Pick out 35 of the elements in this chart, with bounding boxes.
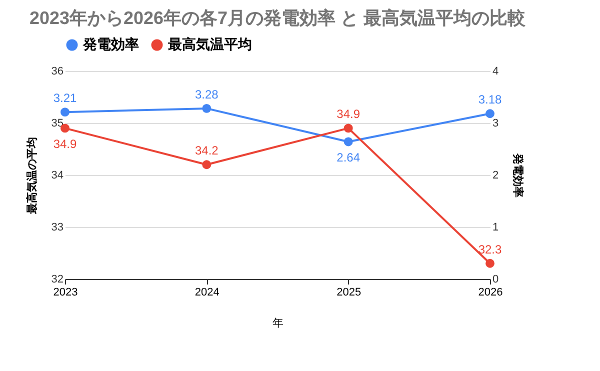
legend-label: 発電効率 [82, 36, 139, 52]
x-tick-label: 2025 [336, 286, 362, 298]
point [344, 124, 353, 133]
point [486, 109, 494, 118]
y2-tick-label: 3 [492, 118, 499, 130]
point [202, 104, 212, 113]
point [202, 160, 212, 170]
data-label: 3.28 [194, 87, 219, 102]
x-tick-label: 2024 [194, 286, 220, 298]
data-label: 3.21 [53, 91, 77, 106]
point [60, 108, 70, 117]
point [486, 258, 494, 268]
y-tick-label: 35 [51, 118, 64, 130]
y-tick-label: 34 [51, 170, 64, 182]
x-tick-label: 2023 [53, 286, 78, 298]
y-axis-title: 最高気温の平均 [25, 137, 38, 215]
point [344, 137, 353, 146]
data-label: 3.18 [478, 92, 502, 107]
x-tick-label: 2026 [478, 286, 503, 298]
data-label: 32.3 [478, 242, 502, 256]
y2-tick-label: 4 [492, 66, 499, 78]
data-label: 34.2 [194, 144, 219, 158]
data-label: 34.9 [336, 107, 360, 122]
legend-label: 最高気温平均 [167, 36, 252, 52]
y2-tick-label: 0 [492, 274, 499, 286]
x-axis-title: 年 [272, 318, 284, 330]
y-tick-label: 32 [51, 274, 64, 286]
data-label: 2.64 [336, 150, 360, 165]
y-tick-label: 36 [51, 66, 64, 78]
chart-title: 2023年から2026年の各7月の発電効率 と 最高気温平均の比較 [29, 8, 527, 28]
y2-axis-title: 発電効率 [512, 152, 525, 198]
y2-tick-label: 1 [492, 222, 499, 234]
y2-tick-label: 2 [492, 170, 499, 182]
data-label: 34.9 [53, 137, 77, 152]
y-tick-label: 33 [51, 222, 64, 234]
